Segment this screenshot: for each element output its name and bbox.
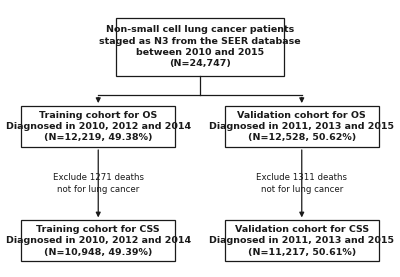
Text: Training cohort for CSS
Diagnosed in 2010, 2012 and 2014
(N=10,948, 49.39%): Training cohort for CSS Diagnosed in 201…	[6, 225, 191, 257]
Text: Training cohort for OS
Diagnosed in 2010, 2012 and 2014
(N=12,219, 49.38%): Training cohort for OS Diagnosed in 2010…	[6, 111, 191, 142]
Text: Non-small cell lung cancer patients
staged as N3 from the SEER database
between : Non-small cell lung cancer patients stag…	[99, 25, 301, 68]
FancyBboxPatch shape	[225, 220, 378, 261]
Text: Validation cohort for CSS
Diagnosed in 2011, 2013 and 2015
(N=11,217, 50.61%): Validation cohort for CSS Diagnosed in 2…	[209, 225, 394, 257]
Text: Exclude 1311 deaths
not for lung cancer: Exclude 1311 deaths not for lung cancer	[256, 173, 347, 194]
Text: Exclude 1271 deaths
not for lung cancer: Exclude 1271 deaths not for lung cancer	[53, 173, 144, 194]
FancyBboxPatch shape	[116, 17, 284, 76]
Text: Validation cohort for OS
Diagnosed in 2011, 2013 and 2015
(N=12,528, 50.62%): Validation cohort for OS Diagnosed in 20…	[209, 111, 394, 142]
FancyBboxPatch shape	[225, 106, 378, 147]
FancyBboxPatch shape	[22, 106, 175, 147]
FancyBboxPatch shape	[22, 220, 175, 261]
